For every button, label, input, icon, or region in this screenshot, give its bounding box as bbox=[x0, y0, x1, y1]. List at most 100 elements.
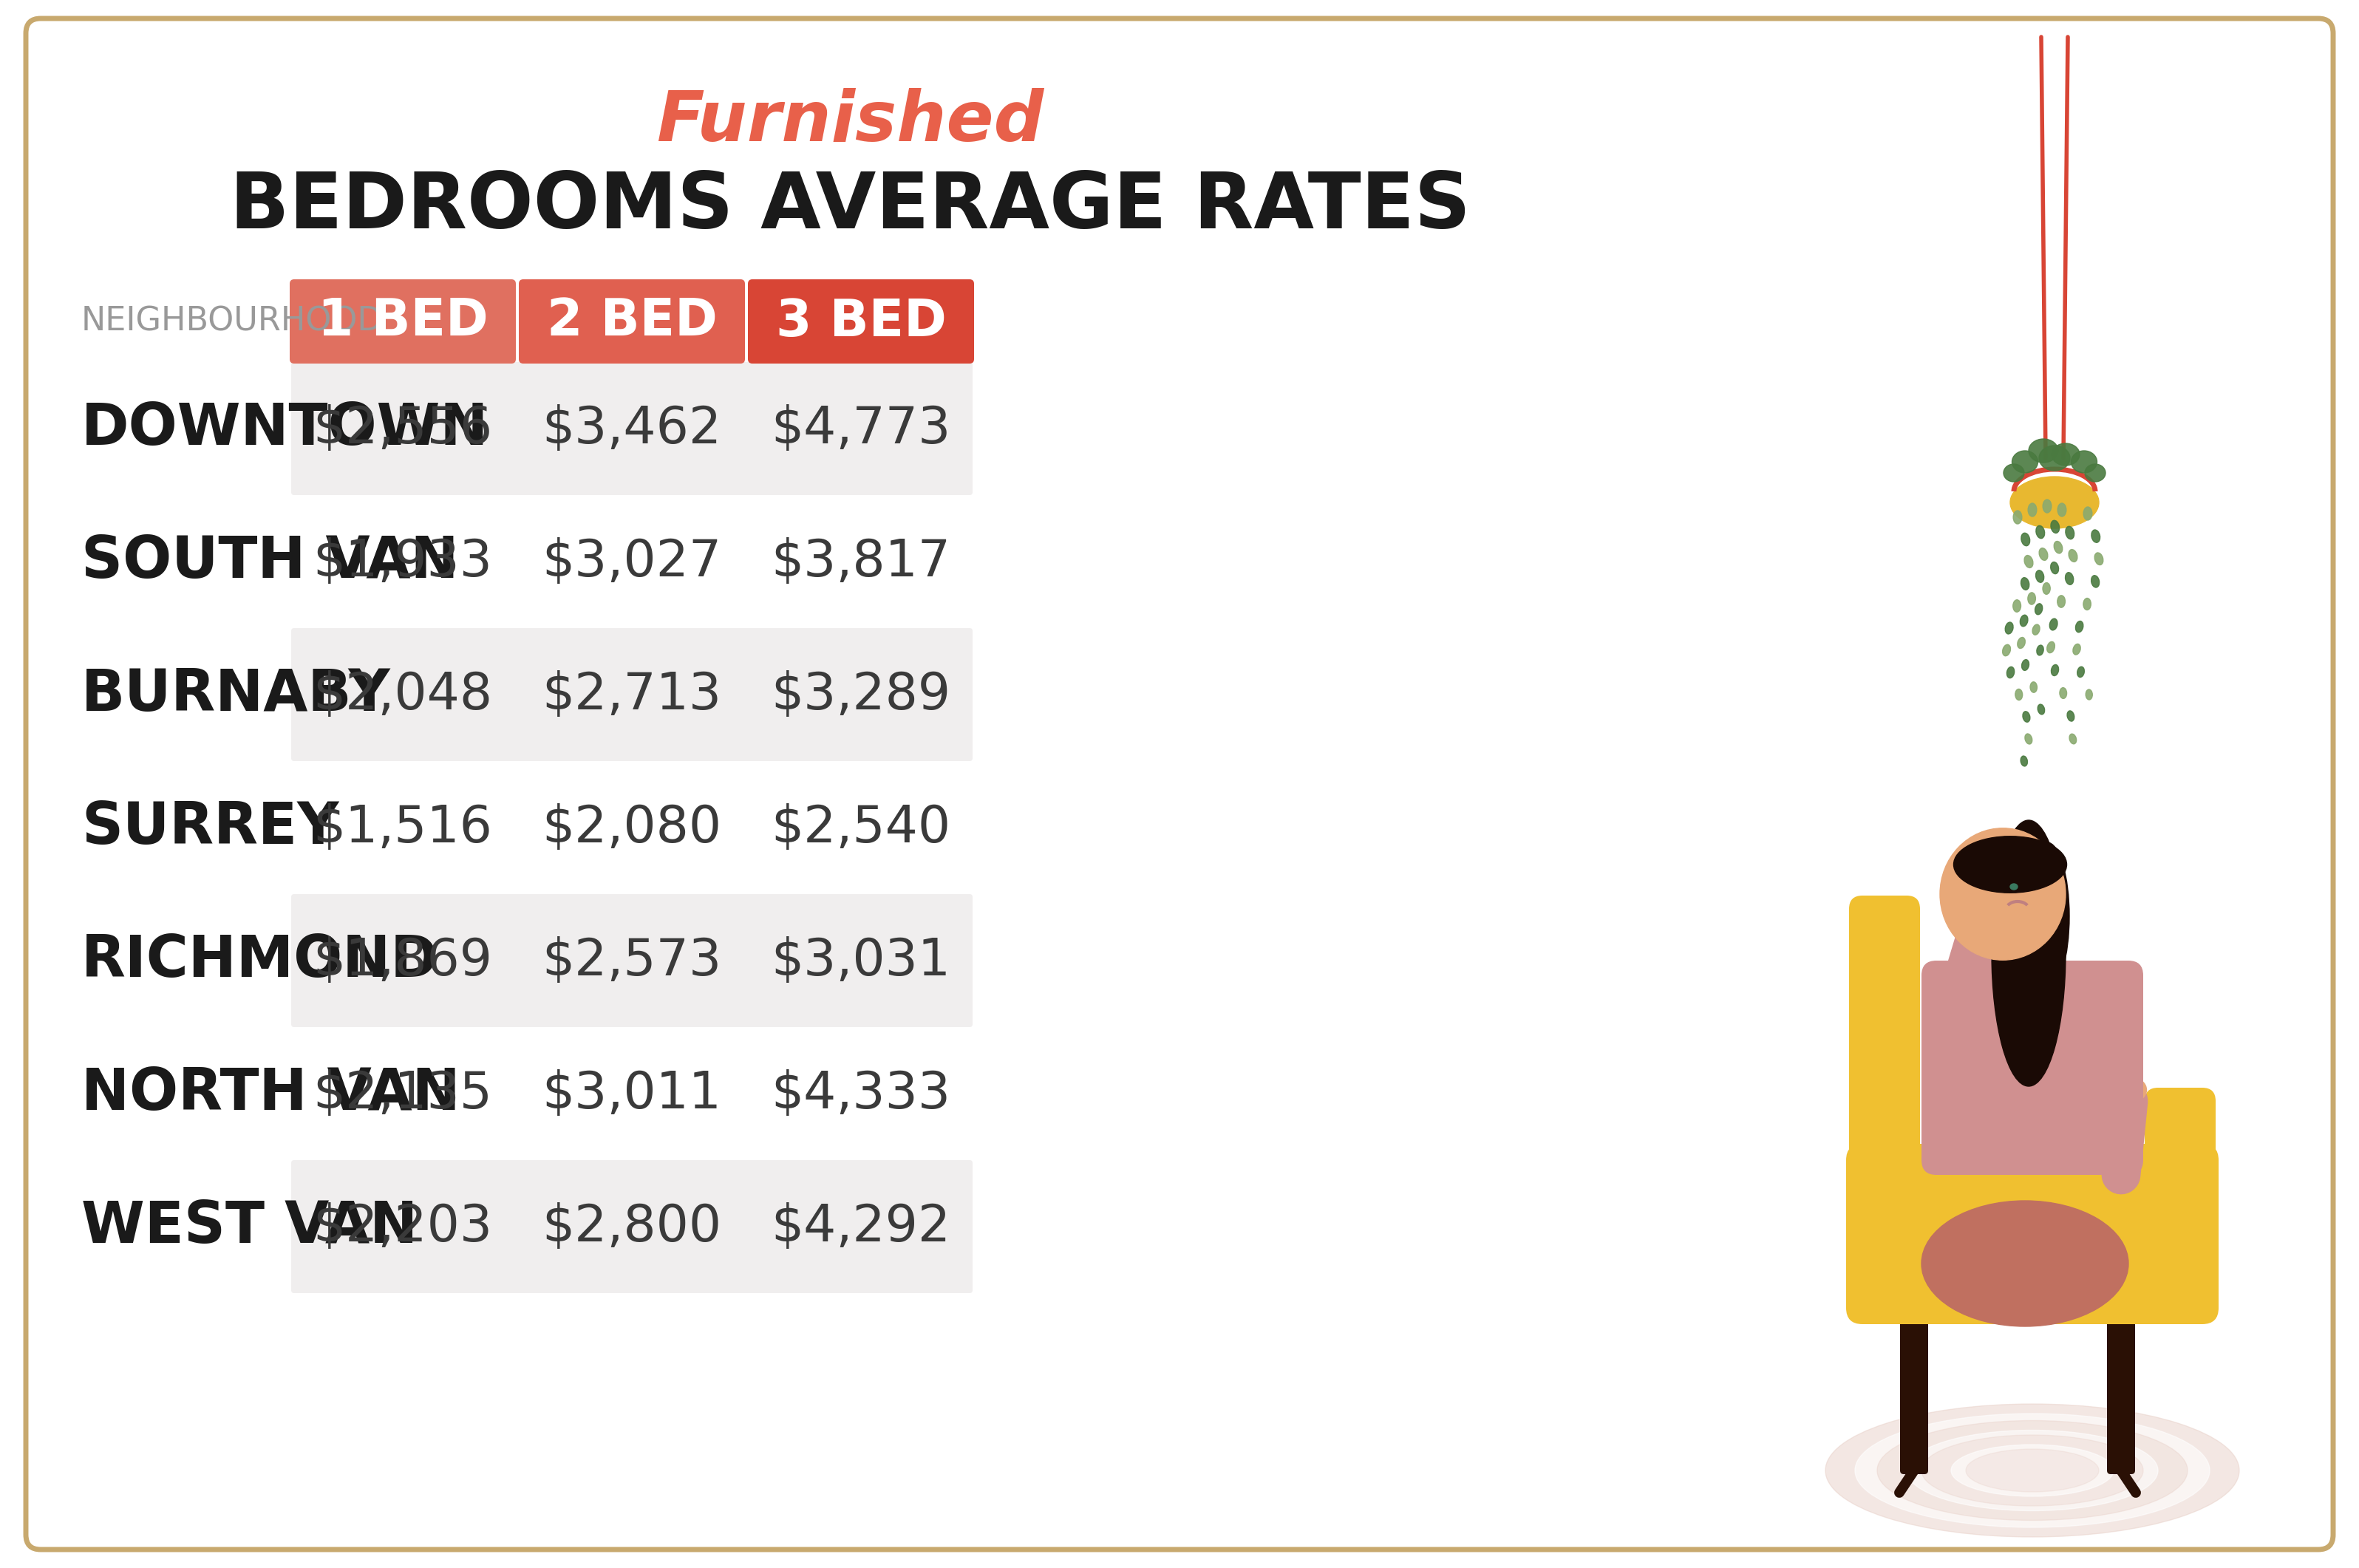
Ellipse shape bbox=[2069, 734, 2076, 743]
Ellipse shape bbox=[2069, 549, 2078, 561]
Ellipse shape bbox=[2031, 682, 2038, 693]
FancyBboxPatch shape bbox=[290, 894, 972, 1027]
Text: $4,773: $4,773 bbox=[771, 405, 951, 453]
Text: $4,333: $4,333 bbox=[771, 1069, 951, 1118]
Ellipse shape bbox=[2064, 572, 2074, 585]
Text: $2,800: $2,800 bbox=[543, 1201, 722, 1251]
Ellipse shape bbox=[2052, 665, 2059, 676]
FancyBboxPatch shape bbox=[748, 279, 974, 364]
FancyBboxPatch shape bbox=[1923, 961, 2144, 1174]
Text: $3,011: $3,011 bbox=[543, 1069, 722, 1118]
Ellipse shape bbox=[2036, 571, 2043, 582]
Ellipse shape bbox=[2015, 688, 2022, 701]
Ellipse shape bbox=[2029, 439, 2057, 463]
Ellipse shape bbox=[1878, 1421, 2187, 1521]
Text: 1 BED: 1 BED bbox=[318, 296, 488, 347]
Text: $3,027: $3,027 bbox=[543, 536, 722, 586]
FancyBboxPatch shape bbox=[1847, 1145, 2217, 1323]
Ellipse shape bbox=[2083, 597, 2090, 610]
Ellipse shape bbox=[2085, 690, 2092, 699]
Ellipse shape bbox=[2012, 450, 2038, 474]
Ellipse shape bbox=[2114, 1077, 2147, 1102]
Text: $1,869: $1,869 bbox=[314, 936, 493, 985]
Ellipse shape bbox=[2095, 552, 2104, 564]
Ellipse shape bbox=[2048, 641, 2055, 652]
Text: $3,289: $3,289 bbox=[771, 670, 951, 720]
Ellipse shape bbox=[2005, 622, 2012, 633]
Ellipse shape bbox=[2038, 549, 2048, 560]
Text: BURNABY: BURNABY bbox=[80, 666, 392, 723]
Text: $3,817: $3,817 bbox=[771, 536, 951, 586]
Text: $2,573: $2,573 bbox=[543, 936, 722, 985]
Text: SURREY: SURREY bbox=[80, 800, 340, 856]
Ellipse shape bbox=[2076, 621, 2083, 632]
Text: $3,031: $3,031 bbox=[771, 936, 951, 985]
Ellipse shape bbox=[2003, 644, 2010, 655]
Ellipse shape bbox=[2071, 450, 2097, 474]
Ellipse shape bbox=[2057, 503, 2066, 516]
FancyBboxPatch shape bbox=[519, 279, 745, 364]
Ellipse shape bbox=[1965, 1449, 2100, 1491]
Text: $1,933: $1,933 bbox=[314, 536, 493, 586]
Text: SOUTH VAN: SOUTH VAN bbox=[80, 533, 458, 590]
Ellipse shape bbox=[2090, 575, 2100, 588]
Ellipse shape bbox=[1951, 1444, 2114, 1496]
Ellipse shape bbox=[2003, 464, 2024, 481]
Ellipse shape bbox=[2022, 577, 2029, 590]
FancyBboxPatch shape bbox=[290, 629, 972, 760]
Ellipse shape bbox=[2010, 477, 2100, 528]
Text: $2,135: $2,135 bbox=[314, 1069, 493, 1118]
FancyBboxPatch shape bbox=[1849, 895, 1920, 1247]
Ellipse shape bbox=[2024, 734, 2031, 745]
Ellipse shape bbox=[2036, 525, 2045, 538]
Text: WEST VAN: WEST VAN bbox=[80, 1198, 418, 1254]
Ellipse shape bbox=[2017, 637, 2024, 649]
FancyBboxPatch shape bbox=[290, 760, 972, 894]
Ellipse shape bbox=[1939, 828, 2066, 960]
Ellipse shape bbox=[2055, 541, 2062, 554]
Ellipse shape bbox=[2024, 842, 2069, 989]
Text: Furnished: Furnished bbox=[656, 88, 1043, 155]
Text: NORTH VAN: NORTH VAN bbox=[80, 1066, 460, 1121]
Ellipse shape bbox=[2008, 666, 2015, 677]
Ellipse shape bbox=[2012, 601, 2022, 612]
Ellipse shape bbox=[1854, 1414, 2210, 1527]
Text: $2,203: $2,203 bbox=[314, 1201, 493, 1251]
FancyBboxPatch shape bbox=[290, 495, 972, 629]
Ellipse shape bbox=[2022, 533, 2029, 546]
Ellipse shape bbox=[1953, 836, 2066, 892]
Ellipse shape bbox=[2066, 710, 2074, 721]
FancyBboxPatch shape bbox=[290, 1027, 972, 1160]
Text: $2,713: $2,713 bbox=[543, 670, 722, 720]
FancyBboxPatch shape bbox=[1899, 1289, 1927, 1474]
Ellipse shape bbox=[2074, 644, 2081, 655]
Ellipse shape bbox=[2059, 688, 2066, 699]
Text: $2,540: $2,540 bbox=[771, 803, 951, 853]
Ellipse shape bbox=[1923, 1201, 2128, 1327]
FancyBboxPatch shape bbox=[2107, 1289, 2135, 1474]
Ellipse shape bbox=[2050, 521, 2059, 533]
Ellipse shape bbox=[2022, 756, 2026, 767]
FancyBboxPatch shape bbox=[2144, 1088, 2215, 1232]
Ellipse shape bbox=[2043, 583, 2050, 594]
Text: RICHMOND: RICHMOND bbox=[80, 933, 439, 989]
Ellipse shape bbox=[2052, 444, 2081, 466]
FancyBboxPatch shape bbox=[290, 279, 517, 364]
Ellipse shape bbox=[2029, 503, 2036, 516]
Ellipse shape bbox=[1826, 1403, 2239, 1537]
Ellipse shape bbox=[2038, 704, 2045, 715]
Ellipse shape bbox=[2085, 464, 2107, 481]
Ellipse shape bbox=[2022, 712, 2031, 723]
Text: 3 BED: 3 BED bbox=[776, 296, 946, 347]
Ellipse shape bbox=[2019, 615, 2029, 627]
Ellipse shape bbox=[2022, 660, 2029, 671]
Text: DOWNTOWN: DOWNTOWN bbox=[80, 400, 488, 456]
Ellipse shape bbox=[2024, 555, 2033, 568]
Ellipse shape bbox=[2050, 618, 2057, 630]
Ellipse shape bbox=[2083, 506, 2092, 521]
FancyBboxPatch shape bbox=[26, 19, 2333, 1549]
Text: NEIGHBOURHOOD: NEIGHBOURHOOD bbox=[80, 306, 382, 337]
Ellipse shape bbox=[2036, 604, 2043, 615]
FancyBboxPatch shape bbox=[290, 362, 972, 495]
Ellipse shape bbox=[2066, 527, 2074, 539]
